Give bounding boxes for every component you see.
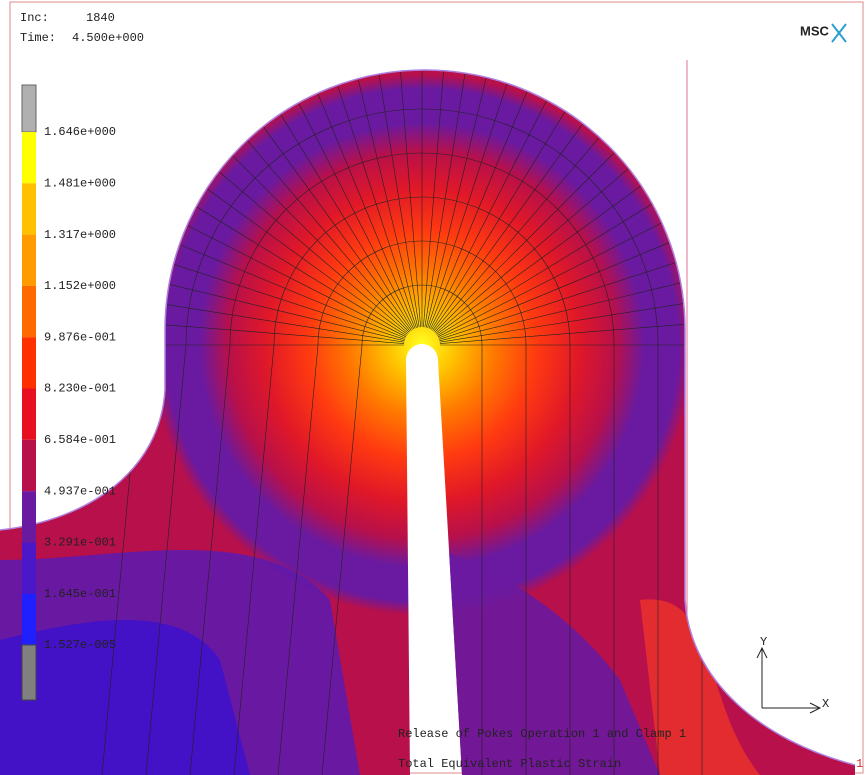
legend-label: 8.230e-001 (44, 382, 116, 396)
legend-swatch (22, 491, 36, 542)
time-label: Time: (20, 31, 56, 45)
mesh (0, 0, 865, 775)
viewport: Inc: 1840 Time: 4.500e+000 MSC 1.646e+00… (0, 0, 865, 775)
legend-swatch (22, 235, 36, 286)
logo-mark (832, 24, 846, 42)
legend-label: 1.152e+000 (44, 279, 116, 293)
legend-cap (22, 645, 36, 700)
logo: MSC (800, 23, 830, 38)
legend-label: 6.584e-001 (44, 433, 116, 447)
legend-label: 3.291e-001 (44, 536, 116, 550)
legend-swatch (22, 337, 36, 388)
legend-swatch (22, 389, 36, 440)
time-value: 4.500e+000 (72, 31, 144, 45)
legend-swatch (22, 183, 36, 234)
legend-label: 4.937e-001 (44, 484, 116, 498)
legend-swatch (22, 542, 36, 593)
inc-value: 1840 (86, 11, 115, 25)
legend-label: 1.645e-001 (44, 587, 116, 601)
subtitle: Release of Pokes Operation 1 and Clamp 1 (398, 727, 686, 741)
x-axis-label: X (822, 697, 829, 711)
legend-label: 1.481e+000 (44, 176, 116, 190)
legend-swatch (22, 594, 36, 645)
legend-swatch (22, 286, 36, 337)
y-axis-label: Y (760, 635, 767, 649)
legend-cap (22, 85, 36, 132)
axis-triad (757, 648, 820, 713)
result-title: Total Equivalent Plastic Strain (398, 757, 621, 771)
legend-label: 1.317e+000 (44, 228, 116, 242)
legend-label: 1.646e+000 (44, 125, 116, 139)
legend-swatch (22, 132, 36, 183)
legend-swatch (22, 440, 36, 491)
legend-label: 9.876e-001 (44, 330, 116, 344)
id-label: 1 (856, 757, 863, 771)
legend-label: 1.527e-005 (44, 638, 116, 652)
inc-label: Inc: (20, 11, 49, 25)
